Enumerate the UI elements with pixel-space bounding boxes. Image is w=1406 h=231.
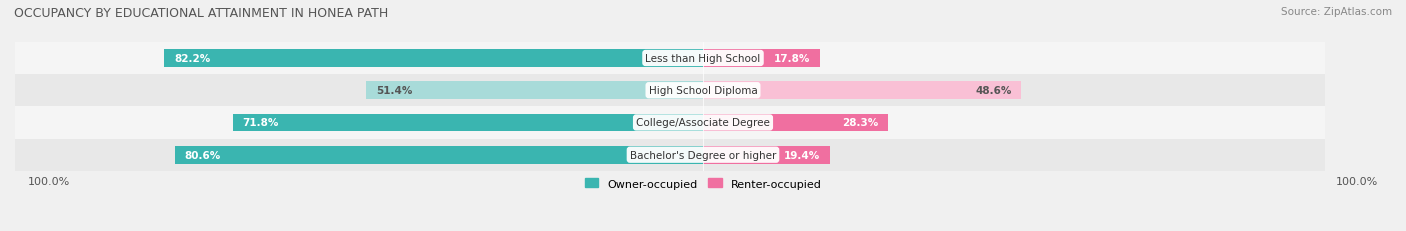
Text: OCCUPANCY BY EDUCATIONAL ATTAINMENT IN HONEA PATH: OCCUPANCY BY EDUCATIONAL ATTAINMENT IN H… bbox=[14, 7, 388, 20]
Bar bbox=[366, 82, 703, 100]
Text: 82.2%: 82.2% bbox=[174, 54, 211, 64]
Bar bbox=[15, 75, 1326, 107]
Bar bbox=[703, 146, 830, 164]
Bar bbox=[703, 50, 820, 67]
Text: 100.0%: 100.0% bbox=[28, 176, 70, 186]
Bar bbox=[174, 146, 703, 164]
Text: Source: ZipAtlas.com: Source: ZipAtlas.com bbox=[1281, 7, 1392, 17]
Text: Less than High School: Less than High School bbox=[645, 54, 761, 64]
Bar bbox=[232, 114, 703, 132]
Text: 19.4%: 19.4% bbox=[785, 150, 820, 160]
Text: 17.8%: 17.8% bbox=[773, 54, 810, 64]
Text: 28.3%: 28.3% bbox=[842, 118, 879, 128]
Text: 51.4%: 51.4% bbox=[375, 86, 412, 96]
Text: 100.0%: 100.0% bbox=[1336, 176, 1378, 186]
Text: 80.6%: 80.6% bbox=[184, 150, 221, 160]
Bar bbox=[703, 82, 1021, 100]
Text: Bachelor's Degree or higher: Bachelor's Degree or higher bbox=[630, 150, 776, 160]
Text: College/Associate Degree: College/Associate Degree bbox=[636, 118, 770, 128]
Legend: Owner-occupied, Renter-occupied: Owner-occupied, Renter-occupied bbox=[585, 179, 821, 189]
Text: 48.6%: 48.6% bbox=[976, 86, 1012, 96]
Bar bbox=[15, 107, 1326, 139]
Bar bbox=[165, 50, 703, 67]
Text: High School Diploma: High School Diploma bbox=[648, 86, 758, 96]
Bar bbox=[703, 114, 889, 132]
Bar bbox=[15, 139, 1326, 171]
Text: 71.8%: 71.8% bbox=[242, 118, 278, 128]
Bar bbox=[15, 43, 1326, 75]
